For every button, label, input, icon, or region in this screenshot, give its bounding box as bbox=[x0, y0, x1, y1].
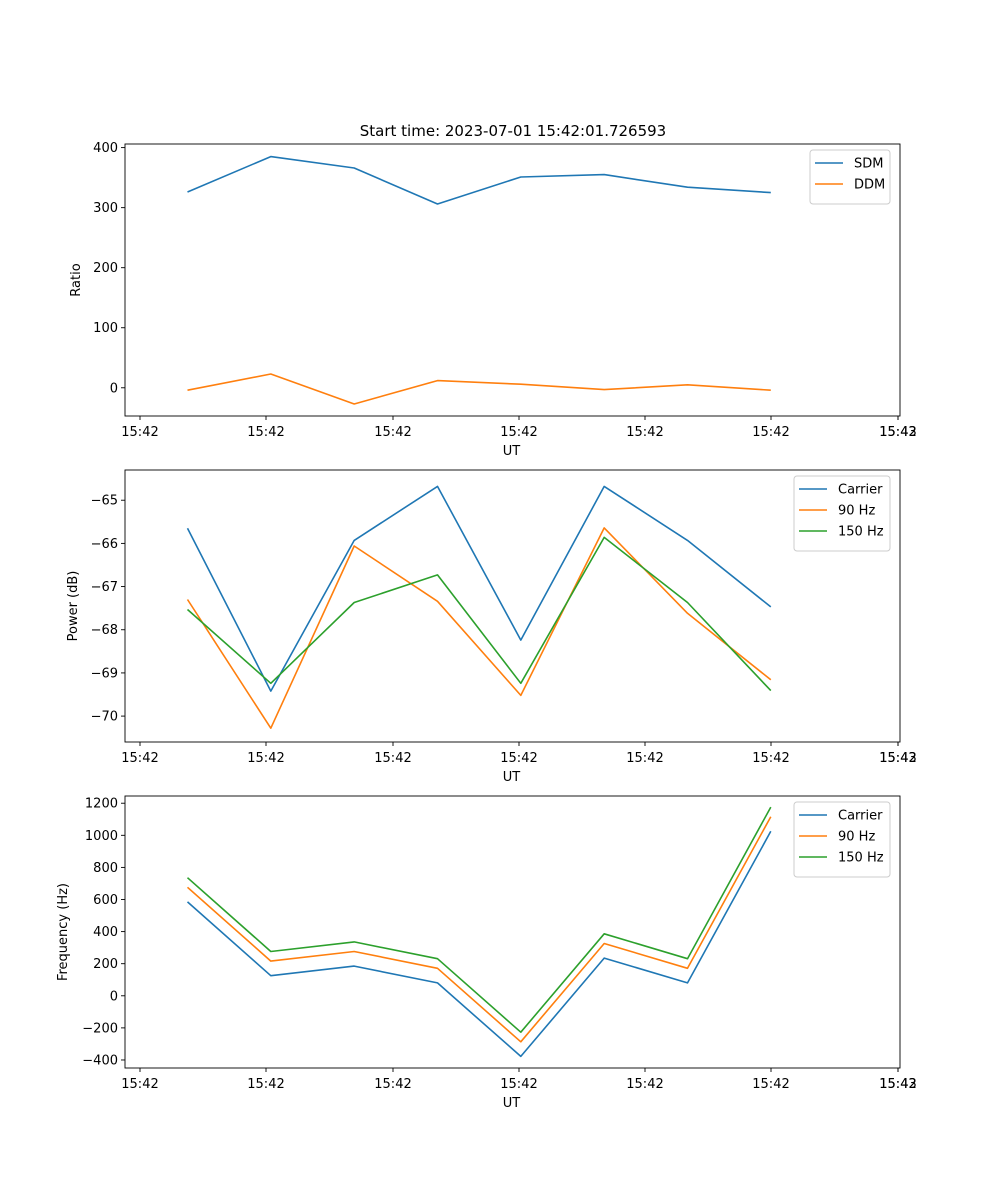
x-tick-label: 15:42 bbox=[121, 1077, 158, 1092]
x-tick-label: 15:43 bbox=[879, 425, 916, 440]
legend: SDM DDM bbox=[809, 149, 891, 205]
y-axis-label: Power (dB) bbox=[66, 571, 81, 642]
subplot-3: 15:42 15:42 15:42 15:42 15:42 15:42 15:4215:43… bbox=[56, 795, 917, 1111]
y-tick-label: 0 bbox=[110, 381, 118, 396]
x-tick-label: 15:42 bbox=[879, 1077, 916, 1092]
x-axis-label: UT bbox=[503, 444, 521, 459]
x-tick-label: 15:42 bbox=[247, 425, 284, 440]
axes-frame bbox=[124, 469, 901, 743]
y-tick-label: 1000 bbox=[85, 829, 118, 844]
series-line-90-hz bbox=[186, 527, 772, 730]
y-tick-label: −68 bbox=[91, 623, 118, 638]
series-line-150-hz bbox=[186, 536, 772, 692]
legend-label: 150 Hz bbox=[838, 525, 884, 540]
x-tick-label: 15:43 bbox=[879, 751, 916, 766]
x-tick-label: 15:42 bbox=[626, 751, 663, 766]
x-tick-label: 15:42 bbox=[626, 1077, 663, 1092]
subplot-1: 15:42 15:42 15:42 15:42 15:42 15:42 15:4215:43… bbox=[69, 141, 917, 459]
y-tick-label: 600 bbox=[93, 893, 118, 908]
series-line-90-hz bbox=[186, 816, 772, 1043]
figure-title: Start time: 2023-07-01 15:42:01.726593 bbox=[360, 122, 666, 140]
legend-label: Carrier bbox=[838, 809, 883, 824]
legend-label: 90 Hz bbox=[838, 504, 875, 519]
legend-box bbox=[793, 475, 891, 552]
x-tick-label: 15:42 bbox=[500, 425, 537, 440]
x-tick-label: 15:42 bbox=[500, 1077, 537, 1092]
y-tick-label: −69 bbox=[91, 666, 118, 681]
y-tick-label: −66 bbox=[91, 537, 118, 552]
x-tick-label: 15:42 bbox=[247, 751, 284, 766]
x-tick-label: 15:42 bbox=[626, 425, 663, 440]
x-tick-label: 15:42 bbox=[879, 751, 916, 766]
series-line-carrier bbox=[186, 830, 772, 1058]
legend-label: 150 Hz bbox=[838, 851, 884, 866]
axes-frame bbox=[124, 795, 901, 1069]
x-tick-label: 15:42 bbox=[374, 751, 411, 766]
x-tick-label: 15:42 bbox=[247, 1077, 284, 1092]
x-tick-label: 15:43 bbox=[879, 1077, 916, 1092]
x-tick-label: 15:42 bbox=[752, 1077, 789, 1092]
x-tick-label: 15:42 bbox=[374, 425, 411, 440]
y-tick-label: 1200 bbox=[85, 797, 118, 812]
y-tick-label: −67 bbox=[91, 580, 118, 595]
x-tick-label: 15:42 bbox=[879, 425, 916, 440]
legend-label: SDM bbox=[854, 157, 883, 172]
y-tick-label: 800 bbox=[93, 861, 118, 876]
y-tick-label: 400 bbox=[93, 141, 118, 156]
y-tick-label: 100 bbox=[93, 321, 118, 336]
y-tick-label: −400 bbox=[82, 1053, 118, 1068]
series-line-150-hz bbox=[186, 806, 772, 1033]
legend-label: Carrier bbox=[838, 483, 883, 498]
legend: Carrier 90 Hz 150 Hz bbox=[793, 801, 891, 878]
x-tick-label: 15:42 bbox=[752, 425, 789, 440]
x-axis-label: UT bbox=[503, 770, 521, 785]
axes-frame bbox=[124, 143, 901, 417]
series-line-sdm bbox=[187, 155, 771, 205]
y-tick-label: 200 bbox=[93, 957, 118, 972]
x-tick-label: 15:42 bbox=[500, 751, 537, 766]
y-axis-label: Ratio bbox=[69, 263, 84, 296]
subplot-2: 15:42 15:42 15:42 15:42 15:42 15:42 15:4215:43… bbox=[66, 469, 917, 785]
series-line-carrier bbox=[186, 485, 772, 692]
x-axis-label: UT bbox=[503, 1096, 521, 1111]
y-axis-label: Frequency (Hz) bbox=[56, 883, 71, 981]
y-tick-label: 400 bbox=[93, 925, 118, 940]
x-tick-label: 15:42 bbox=[121, 751, 158, 766]
y-tick-label: −70 bbox=[91, 710, 118, 725]
legend-label: 90 Hz bbox=[838, 830, 875, 845]
x-tick-label: 15:42 bbox=[121, 425, 158, 440]
legend: Carrier 90 Hz 150 Hz bbox=[793, 475, 891, 552]
legend-label: DDM bbox=[854, 178, 885, 193]
x-tick-label: 15:42 bbox=[374, 1077, 411, 1092]
y-tick-label: −200 bbox=[82, 1021, 118, 1036]
x-tick-label: 15:42 bbox=[752, 751, 789, 766]
legend-box bbox=[793, 801, 891, 878]
y-tick-label: 0 bbox=[110, 989, 118, 1004]
y-tick-label: 200 bbox=[93, 261, 118, 276]
y-tick-label: 300 bbox=[93, 201, 118, 216]
y-tick-label: −65 bbox=[91, 494, 118, 509]
series-line-ddm bbox=[187, 373, 771, 405]
